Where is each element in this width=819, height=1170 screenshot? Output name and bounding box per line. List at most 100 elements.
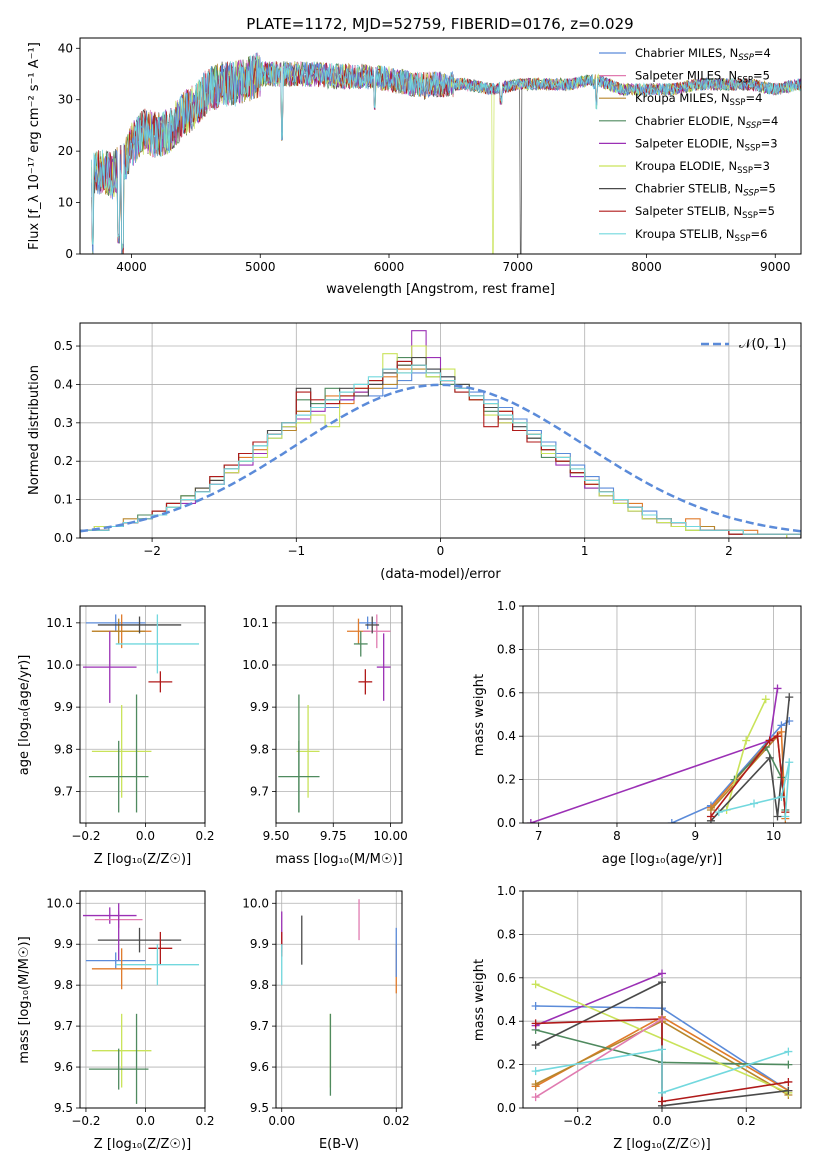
y-tick-label: 9.7 — [250, 784, 269, 798]
weight-marker — [714, 808, 723, 817]
y-tick-label: 9.8 — [54, 978, 73, 992]
x-tick-label: 9.75 — [320, 829, 347, 843]
y-tick-label: 0.2 — [497, 1058, 516, 1072]
weight-marker — [531, 1019, 540, 1028]
weight-marker — [531, 1080, 540, 1089]
y-tick-label: 0.8 — [497, 642, 516, 656]
y-tick-label: 9.9 — [54, 700, 73, 714]
x-tick-label: −0.2 — [71, 1114, 100, 1128]
x-tick-label: 8 — [613, 829, 621, 843]
legend-entry: Salpeter STELIB, NSSP=5 — [635, 204, 775, 221]
legend: 𝒩(0, 1) — [701, 337, 786, 352]
x-tick-label: 0.2 — [195, 829, 214, 843]
weight-line — [535, 1048, 789, 1094]
legend-entry-name: Kroupa MILES, N — [635, 91, 730, 105]
x-axis-label: Z [log₁₀(Z/Z☉)] — [94, 852, 191, 867]
x-tick-label: −0.2 — [563, 1114, 592, 1128]
axes-frame — [275, 605, 403, 824]
axes-mass-vs-ebv: 0.00 0.02 9.5 9.6 9.7 9.8 9.9 10.0 E(B-V) — [242, 890, 410, 1152]
legend-entry-count: =5 — [759, 182, 776, 196]
y-tick-label: 0.0 — [497, 1101, 516, 1115]
y-tick-label: 10.0 — [242, 658, 269, 672]
legend-entry: Kroupa MILES, NSSP=4 — [635, 91, 762, 108]
x-axis-label: wavelength [Angstrom, rest frame] — [326, 282, 555, 297]
weight-marker — [784, 1060, 793, 1069]
legend-entry-name: Chabrier STELIB, N — [635, 182, 743, 196]
weight-line — [671, 720, 790, 823]
weight-marker — [785, 693, 794, 702]
legend-entry-count: =5 — [753, 69, 770, 83]
y-axis-label: mass weight — [472, 959, 487, 1041]
y-tick-label: 0.0 — [497, 816, 516, 830]
plot-area — [80, 330, 801, 538]
y-axis-label: mass weight — [472, 674, 487, 756]
plot-area — [278, 614, 391, 813]
legend-entry-subscript: SSP — [730, 98, 746, 108]
weight-line — [535, 1018, 663, 1098]
y-tick-label: 9.9 — [250, 937, 269, 951]
plot-area — [82, 614, 200, 813]
y-axis-label: mass [log₁₀(M/M☉)] — [17, 936, 32, 1063]
weight-marker — [761, 695, 770, 704]
legend-entry-name: Salpeter MILES, N — [635, 69, 737, 83]
y-tick-label: 10.1 — [242, 616, 269, 630]
y-axis-label: age [log₁₀(age/yr)] — [17, 655, 32, 776]
weight-marker — [658, 1097, 666, 1106]
x-tick-label: 7 — [535, 829, 543, 843]
plot-group: 4000 5000 6000 7000 8000 9000010203040wavelen… — [17, 37, 802, 1152]
legend-entry-count: =6 — [750, 227, 767, 241]
x-tick-label: 10.00 — [373, 829, 407, 843]
y-tick-label: 0.8 — [497, 927, 516, 941]
x-tick-label: 9.50 — [263, 829, 290, 843]
y-tick-label: 0.4 — [497, 729, 516, 743]
weight-marker — [773, 732, 782, 741]
spectrum-line — [91, 52, 801, 251]
weight-line — [710, 734, 787, 817]
plot-area — [531, 969, 793, 1108]
y-tick-label: 9.6 — [250, 1060, 269, 1074]
x-axis-label: (data-model)/error — [380, 567, 501, 582]
y-tick-label: 0.6 — [497, 686, 516, 700]
x-tick-label: 0.2 — [195, 1114, 214, 1128]
plot-area — [281, 899, 397, 1096]
y-axis-label: Normed distribution — [27, 365, 42, 495]
x-tick-label: 5000 — [245, 260, 276, 274]
y-tick-label: 0.6 — [497, 971, 516, 985]
plot-area — [91, 52, 801, 254]
x-tick-label: 0.00 — [268, 1114, 295, 1128]
weight-marker — [742, 736, 751, 745]
axes-weight-vs-age: 7 8 9 10 0.0 0.2 0.4 0.6 0.8 1.0 age [log₁₀(age/yr… — [472, 599, 802, 867]
legend-entry-name: Salpeter STELIB, N — [635, 204, 742, 218]
histogram-step — [80, 364, 801, 538]
legend-entry: Chabrier MILES, NSSP=4 — [635, 46, 771, 63]
legend-entry-count: =3 — [761, 136, 778, 150]
legend-entry-subscript: SSP — [737, 166, 753, 176]
x-tick-label: 7000 — [502, 260, 533, 274]
y-tick-label: 0.4 — [54, 377, 73, 391]
weight-marker — [785, 758, 794, 767]
y-tick-label: 10.1 — [46, 616, 73, 630]
legend-entry-name: Chabrier ELODIE, N — [635, 114, 746, 128]
legend: Chabrier MILES, NSSP=4 Salpeter MILES, N S… — [599, 46, 778, 244]
spectrum-line — [91, 55, 801, 254]
axes-weight-vs-Z: −0.2 0.0 0.2 0.0 0.2 0.4 0.6 0.8 1.0 Z [log₁₀(Z/Z… — [472, 884, 802, 1152]
legend-entry: Kroupa ELODIE, NSSP=3 — [635, 159, 770, 176]
x-tick-label: 2 — [725, 544, 733, 558]
y-tick-label: 1.0 — [497, 884, 516, 898]
y-tick-label: 0 — [65, 247, 73, 261]
plot-area — [82, 903, 200, 1104]
weight-marker — [750, 799, 759, 808]
weight-marker — [658, 1015, 666, 1024]
axes-frame — [79, 605, 206, 824]
y-tick-label: 9.6 — [54, 1060, 73, 1074]
x-tick-label: 8000 — [631, 260, 662, 274]
weight-marker — [526, 819, 535, 823]
weight-marker — [531, 1067, 540, 1076]
weight-marker — [781, 812, 790, 821]
y-tick-label: 9.5 — [250, 1101, 269, 1115]
weight-marker — [765, 736, 774, 745]
axes-residuals: −2 −1 0 1 2 0.0 0.1 0.2 0.3 0.4 0.5 (data-model)/er… — [27, 322, 802, 582]
weight-marker — [531, 1093, 540, 1102]
weight-marker — [658, 978, 666, 987]
